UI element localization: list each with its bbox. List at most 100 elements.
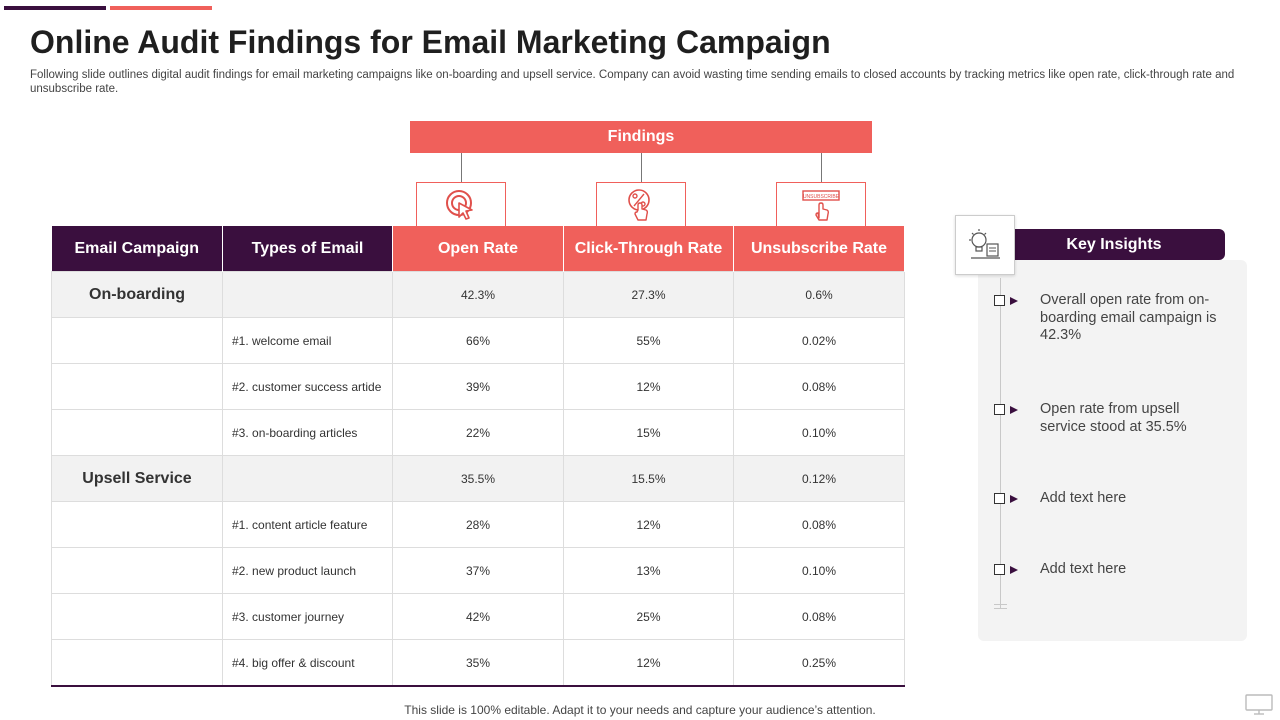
insights-timeline: [1000, 278, 1001, 608]
unsubscribe-click-icon: UNSUBSCRIBE: [802, 189, 840, 221]
header-unsubscribe-rate: Unsubscribe Rate: [733, 226, 905, 272]
unsubscribe-cell: 0.25%: [733, 639, 905, 687]
email-type-cell: [222, 455, 393, 502]
ctr-cell: 25%: [563, 593, 734, 640]
campaign-cell: [51, 593, 223, 640]
open-rate-cell: 35.5%: [392, 455, 564, 502]
table-row: #2. new product launch 37% 13% 0.10%: [51, 547, 905, 594]
open-rate-cell: 37%: [392, 547, 564, 594]
timeline-end-tick: [994, 604, 1007, 605]
open-rate-cell: 35%: [392, 639, 564, 687]
table-row: #1. welcome email 66% 55% 0.02%: [51, 317, 905, 364]
email-type-cell: #3. on-boarding articles: [222, 409, 393, 456]
unsubscribe-cell: 0.08%: [733, 501, 905, 548]
open-rate-cell: 42%: [392, 593, 564, 640]
table-row: #3. on-boarding articles 22% 15% 0.10%: [51, 409, 905, 456]
insight-text: Add text here: [1040, 561, 1127, 577]
open-rate-cell: 42.3%: [392, 271, 564, 318]
email-type-cell: #3. customer journey: [222, 593, 393, 640]
ctr-cell: 13%: [563, 547, 734, 594]
monitor-icon: [1245, 694, 1273, 715]
ctr-cell: 12%: [563, 639, 734, 687]
table-row: Upsell Service 35.5% 15.5% 0.12%: [51, 455, 905, 502]
ctr-cell: 27.3%: [563, 271, 734, 318]
findings-connector: [641, 153, 642, 182]
insight-item: Add text here: [994, 490, 1220, 508]
insight-text: Open rate from upsell service stood at 3…: [1040, 401, 1187, 435]
campaign-cell: [51, 317, 223, 364]
unsubscribe-icon-text: UNSUBSCRIBE: [803, 194, 840, 200]
arrow-right-icon: [1010, 566, 1018, 574]
unsubscribe-cell: 0.08%: [733, 363, 905, 410]
email-type-cell: #1. content article feature: [222, 501, 393, 548]
open-rate-cell: 66%: [392, 317, 564, 364]
email-type-cell: #1. welcome email: [222, 317, 393, 364]
table-row: #1. content article feature 28% 12% 0.08…: [51, 501, 905, 548]
email-type-cell: [222, 271, 393, 318]
header-types-of-email: Types of Email: [222, 226, 393, 272]
open-rate-cell: 22%: [392, 409, 564, 456]
header-email-campaign: Email Campaign: [51, 226, 223, 272]
top-accent-bar-dark: [4, 6, 106, 10]
findings-connector: [461, 153, 462, 182]
percent-touch-icon: [628, 188, 650, 221]
lightbulb-idea-icon: [969, 229, 1000, 259]
ctr-cell: 12%: [563, 363, 734, 410]
insight-marker-icon: [994, 493, 1005, 504]
open-rate-icon-box: [416, 182, 506, 226]
insight-text: Add text here: [1040, 490, 1127, 506]
arrow-right-icon: [1010, 495, 1018, 503]
open-rate-cell: 39%: [392, 363, 564, 410]
findings-banner: Findings: [410, 121, 872, 153]
header-open-rate: Open Rate: [392, 226, 564, 272]
campaign-cell: [51, 639, 223, 687]
table-row: #2. customer success artide 39% 12% 0.08…: [51, 363, 905, 410]
unsubscribe-cell: 0.6%: [733, 271, 905, 318]
insight-item: Add text here: [994, 561, 1220, 579]
timeline-end-tick: [994, 608, 1007, 609]
ctr-cell: 12%: [563, 501, 734, 548]
unsubscribe-cell: 0.10%: [733, 409, 905, 456]
unsubscribe-cell: 0.02%: [733, 317, 905, 364]
ctr-cell: 15%: [563, 409, 734, 456]
unsubscribe-cell: 0.10%: [733, 547, 905, 594]
campaign-cell: [51, 409, 223, 456]
ctr-cell: 15.5%: [563, 455, 734, 502]
table-header-row: Email Campaign Types of Email Open Rate …: [51, 226, 905, 272]
email-type-cell: #4. big offer & discount: [222, 639, 393, 687]
email-type-cell: #2. customer success artide: [222, 363, 393, 410]
arrow-right-icon: [1010, 406, 1018, 414]
unsubscribe-cell: 0.12%: [733, 455, 905, 502]
table-row: On-boarding 42.3% 27.3% 0.6%: [51, 271, 905, 318]
top-accent-bar-red: [110, 6, 212, 10]
insight-item: Open rate from upsell service stood at 3…: [994, 401, 1220, 436]
ctr-cell: 55%: [563, 317, 734, 364]
unsubscribe-cell: 0.08%: [733, 593, 905, 640]
insight-item: Overall open rate from on-boarding email…: [994, 292, 1220, 345]
campaign-cell: [51, 363, 223, 410]
campaign-cell: [51, 547, 223, 594]
insight-marker-icon: [994, 404, 1005, 415]
header-click-through-rate: Click-Through Rate: [563, 226, 734, 272]
email-type-cell: #2. new product launch: [222, 547, 393, 594]
table-row: #4. big offer & discount 35% 12% 0.25%: [51, 639, 905, 687]
campaign-cell: On-boarding: [51, 271, 223, 318]
page-title: Online Audit Findings for Email Marketin…: [30, 24, 831, 60]
footer-note: This slide is 100% editable. Adapt it to…: [404, 703, 876, 717]
target-click-icon: [446, 189, 473, 220]
arrow-right-icon: [1010, 297, 1018, 305]
findings-table: Email Campaign Types of Email Open Rate …: [51, 226, 905, 687]
table-row: #3. customer journey 42% 25% 0.08%: [51, 593, 905, 640]
page-subtitle: Following slide outlines digital audit f…: [30, 69, 1235, 95]
open-rate-cell: 28%: [392, 501, 564, 548]
key-insights-panel: [978, 260, 1247, 641]
insight-marker-icon: [994, 564, 1005, 575]
campaign-cell: [51, 501, 223, 548]
insight-text: Overall open rate from on-boarding email…: [1040, 292, 1217, 343]
click-through-icon-box: [596, 182, 686, 226]
findings-connector: [821, 153, 822, 182]
key-insights-header: Key Insights: [1003, 229, 1225, 260]
campaign-cell: Upsell Service: [51, 455, 223, 502]
insights-icon-box: [955, 215, 1015, 275]
insight-marker-icon: [994, 295, 1005, 306]
